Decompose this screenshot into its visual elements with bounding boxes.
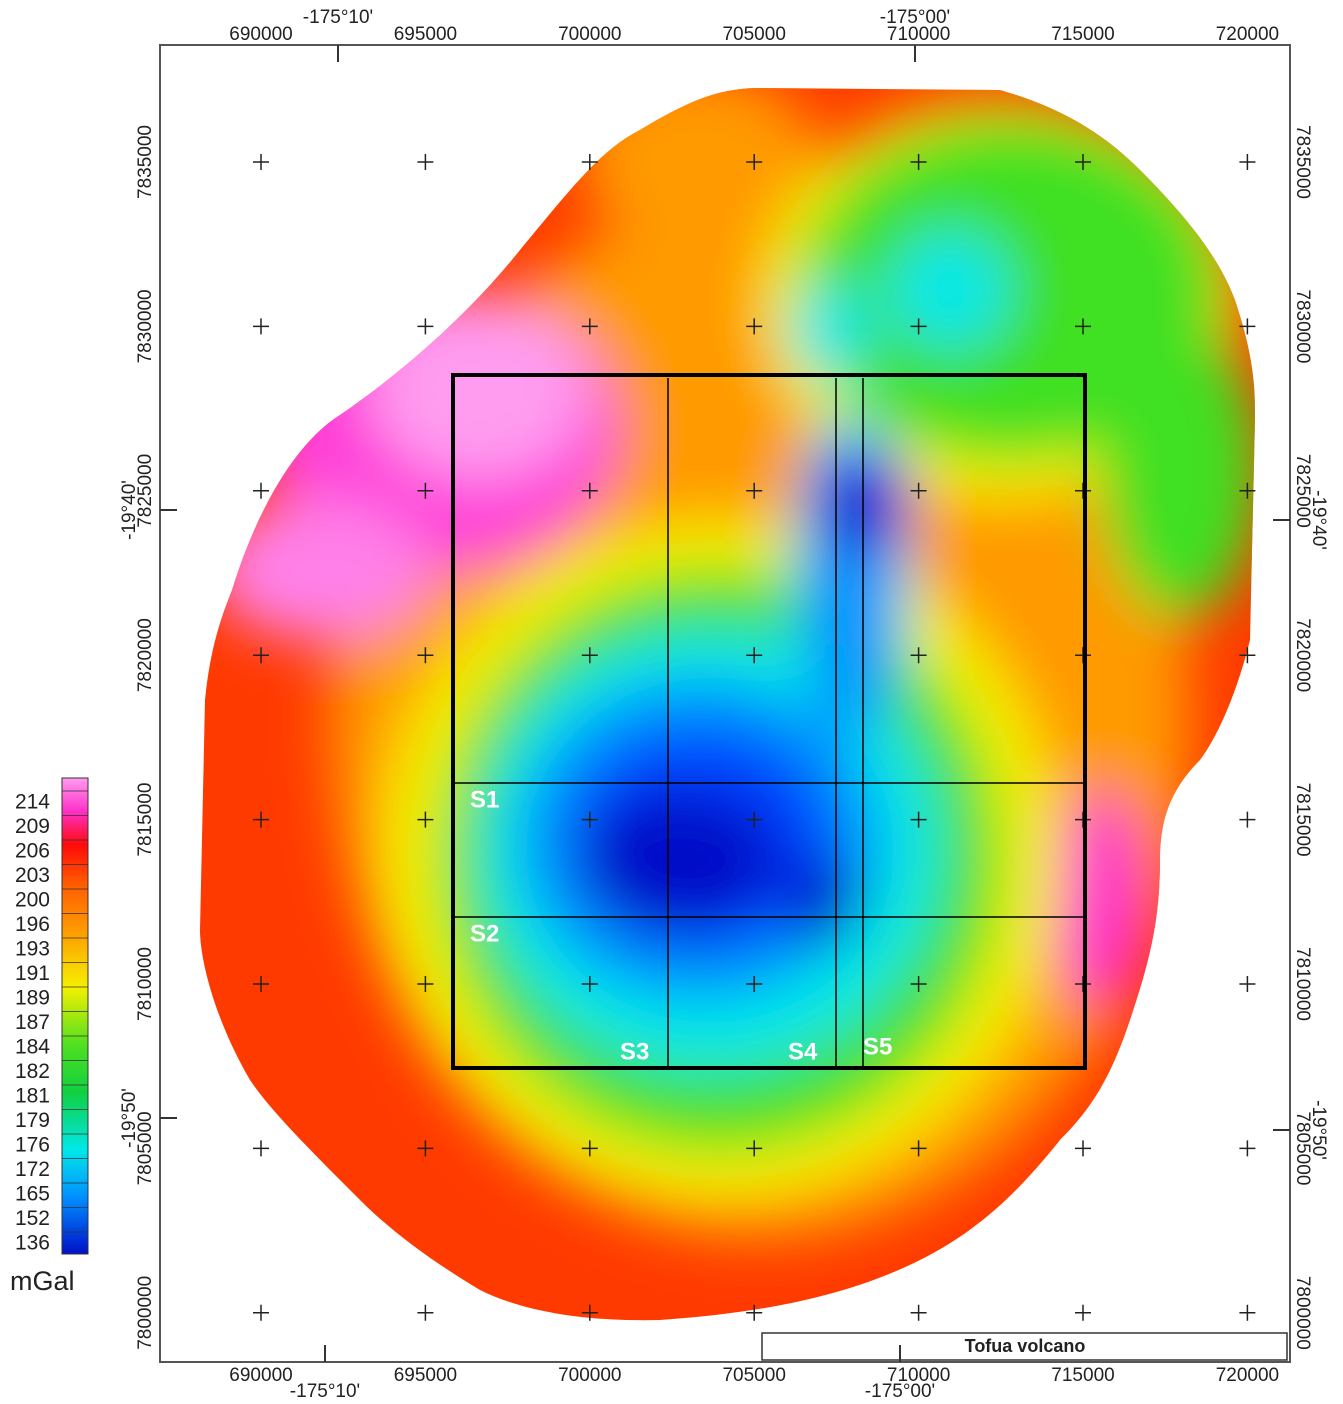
northing-label: 7810000	[135, 947, 156, 1021]
latitude-label: -19°40'	[119, 480, 140, 540]
easting-label: 695000	[394, 1365, 457, 1386]
legend-level: 176	[15, 1134, 50, 1157]
legend-level: 179	[15, 1109, 50, 1132]
legend-level: 200	[15, 889, 50, 912]
northing-label: 7800000	[135, 1276, 156, 1350]
northing-label: 7820000	[135, 618, 156, 692]
legend-level: 214	[15, 791, 50, 814]
latitude-label: -19°50'	[119, 1088, 140, 1148]
easting-label: 720000	[1216, 24, 1279, 45]
legend-level: 172	[15, 1158, 50, 1181]
easting-label: 715000	[1051, 24, 1114, 45]
longitude-label: -175°10'	[303, 7, 373, 28]
northing-label: 7830000	[1292, 289, 1313, 363]
easting-label: 720000	[1216, 1365, 1279, 1386]
legend-unit: mGal	[10, 1266, 75, 1296]
latitude-label: -19°40'	[1308, 490, 1329, 550]
easting-label: 705000	[722, 1365, 785, 1386]
profile-label: S2	[470, 920, 499, 947]
profile-label: S1	[470, 786, 499, 813]
legend-level: 193	[15, 938, 50, 961]
legend-level: 182	[15, 1060, 50, 1083]
legend-level: 196	[15, 913, 50, 936]
latitude-label: -19°50'	[1308, 1100, 1329, 1160]
easting-label: 695000	[394, 24, 457, 45]
legend-level: 136	[15, 1232, 50, 1255]
longitude-label: -175°00'	[865, 1381, 935, 1402]
legend-level: 187	[15, 1011, 50, 1034]
northing-label: 7820000	[1292, 618, 1313, 692]
easting-label: 700000	[558, 24, 621, 45]
legend-level: 191	[15, 962, 50, 985]
legend-level: 165	[15, 1183, 50, 1206]
northing-label: 7800000	[1292, 1276, 1313, 1350]
longitude-label: -175°00'	[880, 7, 950, 28]
gravity-map: S1 S2 S3 S4 S5 Tofua volcano mGal 690000…	[0, 0, 1343, 1404]
easting-label: 705000	[722, 24, 785, 45]
easting-label: 690000	[229, 1365, 292, 1386]
northing-label: 7815000	[135, 783, 156, 857]
profile-label: S4	[788, 1038, 818, 1065]
easting-label: 700000	[558, 1365, 621, 1386]
northing-label: 7810000	[1292, 947, 1313, 1021]
easting-label: 690000	[229, 24, 292, 45]
northing-label: 7830000	[135, 289, 156, 363]
map-title: Tofua volcano	[965, 1336, 1086, 1356]
legend-level: 209	[15, 815, 50, 838]
legend-level: 152	[15, 1207, 50, 1230]
northing-label: 7815000	[1292, 783, 1313, 857]
northing-label: 7835000	[135, 125, 156, 199]
legend-level: 184	[15, 1036, 50, 1059]
legend-level: 189	[15, 987, 50, 1010]
profile-label: S3	[620, 1038, 649, 1065]
longitude-label: -175°10'	[290, 1381, 360, 1402]
legend-level: 203	[15, 864, 50, 887]
northing-label: 7835000	[1292, 125, 1313, 199]
easting-label: 715000	[1051, 1365, 1114, 1386]
profile-label: S5	[863, 1033, 892, 1060]
legend-level: 181	[15, 1085, 50, 1108]
legend-level: 206	[15, 840, 50, 863]
